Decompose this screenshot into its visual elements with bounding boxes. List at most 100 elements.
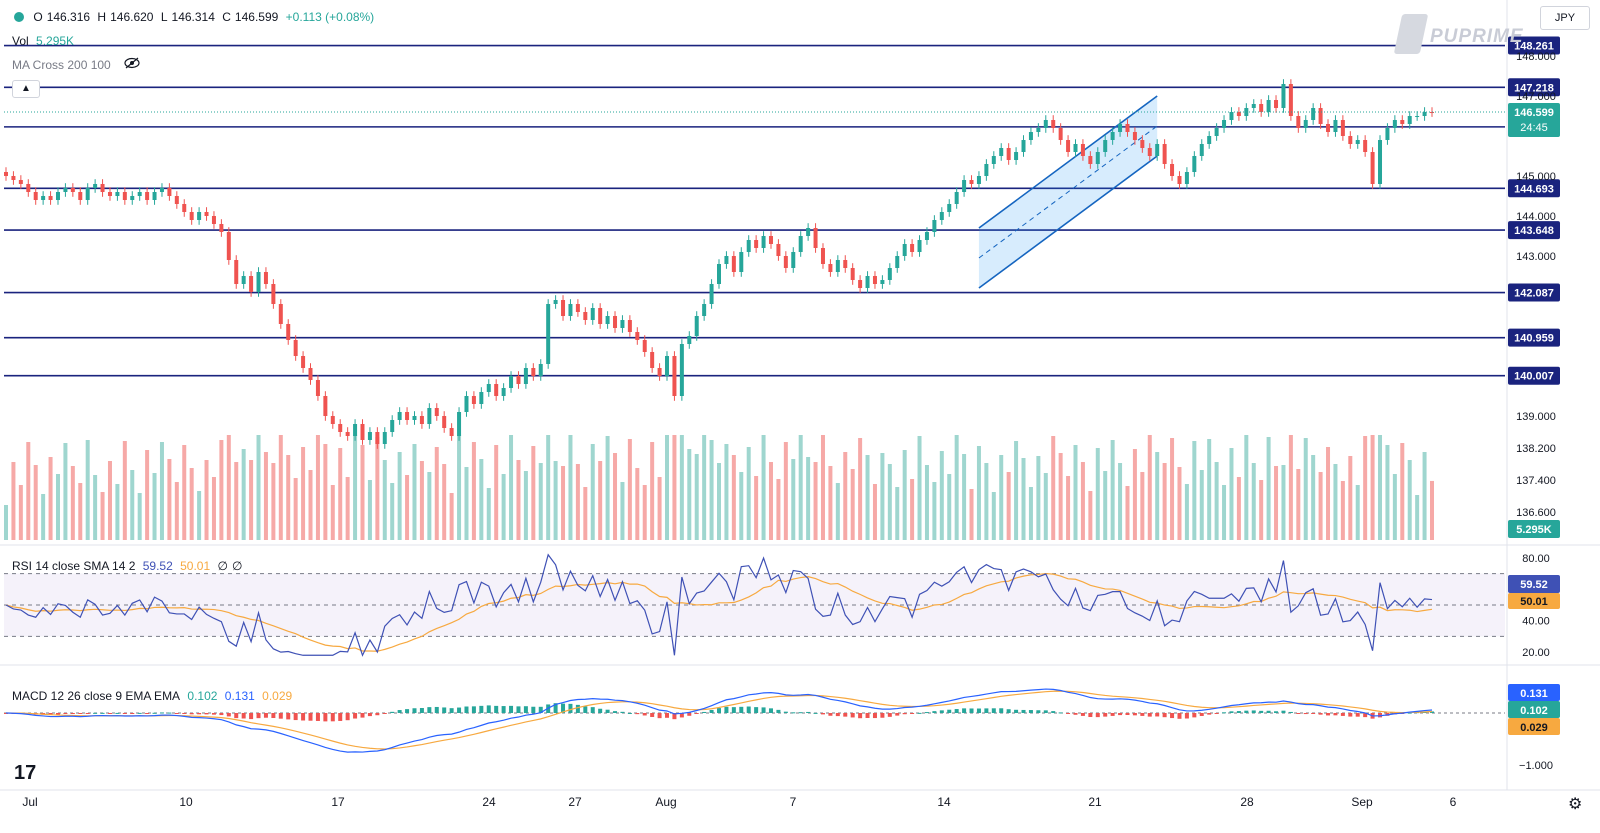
volume-bar [434, 447, 439, 540]
candle-body [1236, 112, 1241, 116]
volume-bar [665, 435, 670, 540]
candle-body [1288, 84, 1293, 116]
gear-icon[interactable]: ⚙ [1568, 796, 1583, 813]
volume-bar [315, 435, 320, 540]
volume-bar [78, 483, 83, 540]
volume-bar [1125, 486, 1130, 540]
volume-bar [1155, 452, 1160, 540]
candle-body [263, 272, 268, 284]
volume-bar [1199, 470, 1204, 540]
price-tick: 144.000 [1516, 211, 1556, 223]
macd-histogram-bar [568, 703, 573, 713]
macd-histogram-bar [1199, 713, 1204, 716]
macd-histogram-bar [754, 707, 759, 713]
macd-histogram-bar [263, 713, 268, 718]
macd-histogram-bar [1132, 713, 1137, 716]
volume-bar [278, 435, 283, 540]
candle-body [895, 256, 900, 268]
candle-body [1073, 144, 1078, 152]
candle-body [880, 280, 885, 284]
time-label: 21 [1088, 795, 1102, 809]
volume-bar [969, 489, 974, 540]
macd-histogram-bar [553, 703, 558, 713]
volume-bar [731, 455, 736, 540]
macd-title: MACD 12 26 close 9 EMA EMA [12, 689, 181, 703]
volume-bar [1236, 477, 1241, 540]
candle-body [271, 284, 276, 304]
candle-body [419, 416, 424, 424]
macd-histogram-bar [397, 710, 402, 713]
level-label-bg [1508, 366, 1560, 385]
candle-body [523, 368, 528, 384]
macd-histogram-bar [345, 713, 350, 721]
candle-body [323, 396, 328, 416]
macd-histogram-bar [1021, 709, 1026, 713]
price-tick: 148.000 [1516, 51, 1556, 63]
candle-body [687, 336, 692, 344]
channel-mid [978, 125, 1158, 259]
volume-bar [1266, 437, 1271, 540]
candle-body [1251, 104, 1256, 108]
candle-body [390, 420, 395, 432]
volume-bar [122, 441, 127, 540]
macd-histogram-bar [278, 713, 283, 719]
macd-histogram-bar [1259, 710, 1264, 713]
macd-histogram-bar [1110, 713, 1115, 716]
macd-histogram-bar [501, 706, 506, 713]
level-label: 144.693 [1514, 183, 1554, 195]
candle-body [219, 224, 224, 232]
candle-body [872, 276, 877, 284]
candle-body [843, 260, 848, 268]
macd-histogram-bar [330, 713, 335, 722]
currency-selector[interactable]: JPY [1540, 6, 1590, 30]
volume-bar [516, 460, 521, 540]
eye-off-icon[interactable] [124, 57, 140, 72]
volume-bar [1415, 495, 1420, 540]
macd-histogram-bar [1170, 713, 1175, 719]
volume-bar [33, 465, 38, 540]
candle-body [627, 320, 632, 332]
candle-body [739, 252, 744, 272]
volume-bar [887, 464, 892, 540]
volume-bar [1028, 487, 1033, 540]
tradingview-logo-icon[interactable]: 17 [14, 762, 37, 784]
macd-histogram-bar [605, 709, 610, 713]
candle-body [694, 316, 699, 336]
horizontal-levels: 148.261147.218146.228144.693143.648142.0… [4, 36, 1560, 385]
volume-bar [991, 492, 996, 540]
macd-histogram-bar [434, 706, 439, 713]
macd-histogram-bar [1363, 713, 1368, 718]
candle-body [308, 368, 313, 380]
volume-bar [880, 453, 885, 540]
candle-body [226, 232, 231, 260]
candle-body [1318, 108, 1323, 124]
chevron-up-icon[interactable]: ▲ [12, 80, 40, 98]
macd-histogram-bar [924, 712, 929, 714]
macd-histogram-bar [1088, 713, 1093, 718]
volume-bar [642, 485, 647, 540]
macd-histogram-bar [523, 706, 528, 713]
macd-histogram-bar [969, 708, 974, 713]
macd-histogram-bar [1214, 713, 1219, 714]
candle-body [1103, 140, 1108, 152]
macd-histogram-bar [783, 711, 788, 713]
rsi-tick: 80.00 [1522, 553, 1550, 565]
macd-pane: 0.131 0.102 0.029 −1.000 [4, 684, 1560, 772]
volume-bar [1348, 456, 1353, 540]
macd-histogram-bar [1355, 713, 1360, 717]
macd-hist-value: 0.102 [187, 689, 218, 703]
volume-bar [902, 450, 907, 540]
candle-body [70, 188, 75, 192]
volume-bar [672, 435, 677, 540]
candle-body [345, 432, 350, 436]
candle-body [1370, 152, 1375, 184]
volume-bar [865, 455, 870, 540]
volume-bar [657, 477, 662, 540]
volume-label-bg [1508, 520, 1560, 538]
volume-bar [843, 452, 848, 540]
brand-logo: PUPRIME [1393, 14, 1524, 54]
candle-body [442, 416, 447, 428]
candle-body [657, 368, 662, 376]
volume-bar [1430, 480, 1434, 540]
